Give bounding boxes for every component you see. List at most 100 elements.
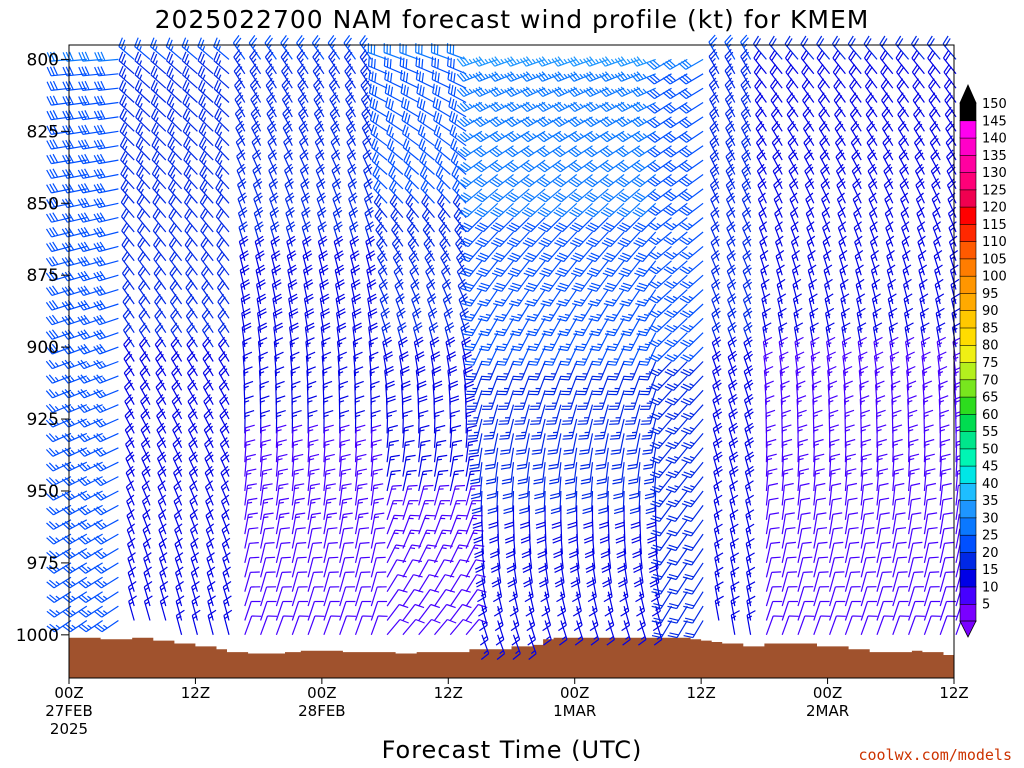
- x-tick-label: 12Z: [939, 684, 968, 702]
- wind-barb: [354, 512, 369, 535]
- wind-barb: [499, 418, 515, 440]
- wind-barb: [482, 404, 499, 425]
- wind-barb: [939, 497, 953, 520]
- wind-barb: [157, 494, 167, 521]
- wind-barb: [168, 193, 183, 218]
- wind-barb: [93, 605, 119, 618]
- wind-barb: [204, 451, 214, 477]
- wind-barb: [307, 586, 324, 607]
- wind-barb: [124, 422, 135, 449]
- wind-barb: [561, 404, 578, 425]
- wind-barb: [860, 600, 877, 621]
- wind-barb: [829, 497, 842, 520]
- colorbar-label: 35: [982, 494, 999, 509]
- wind-barb: [77, 403, 103, 414]
- colorbar-label: 95: [982, 287, 999, 302]
- wind-barb: [206, 537, 215, 564]
- wind-barb: [679, 274, 704, 289]
- wind-barb: [77, 168, 103, 179]
- colorbar-swatch: [959, 344, 977, 363]
- wind-barb: [544, 375, 562, 396]
- wind-barb: [168, 222, 183, 247]
- wind-barb: [370, 600, 388, 621]
- wind-barb: [182, 108, 198, 132]
- wind-barb: [153, 251, 167, 276]
- wind-barb: [126, 494, 135, 521]
- wind-barb: [923, 527, 938, 549]
- wind-barb: [908, 615, 925, 636]
- wind-barb: [797, 571, 813, 592]
- wind-barb: [168, 236, 183, 262]
- wind-barb: [908, 586, 924, 607]
- wind-barb: [908, 512, 922, 535]
- wind-barb: [124, 394, 135, 420]
- wind-barb: [214, 151, 230, 175]
- wind-barb: [813, 541, 828, 564]
- wind-barb: [46, 562, 72, 574]
- colorbar-label: 120: [982, 201, 1007, 216]
- wind-barb: [175, 581, 184, 607]
- colorbar-swatch: [959, 275, 977, 294]
- wind-barb: [244, 410, 255, 434]
- wind-barb: [844, 541, 860, 564]
- wind-barb: [449, 484, 466, 506]
- wind-barb: [418, 454, 432, 477]
- wind-barb: [46, 197, 72, 209]
- wind-barb: [829, 527, 843, 549]
- wind-barb: [908, 541, 923, 564]
- wind-barb: [175, 566, 184, 592]
- colorbar-swatch: [959, 154, 977, 173]
- wind-barb: [497, 390, 515, 410]
- wind-barb: [135, 137, 151, 161]
- wind-barb: [781, 586, 798, 607]
- wind-barb: [191, 609, 201, 635]
- wind-barb: [892, 571, 908, 592]
- wind-barb: [197, 65, 214, 89]
- wind-barb: [892, 615, 910, 636]
- wind-barb: [291, 556, 307, 578]
- wind-barb: [678, 58, 704, 70]
- wind-barb: [222, 552, 231, 578]
- wind-barb: [560, 375, 578, 396]
- wind-barb: [678, 174, 704, 187]
- wind-barb: [813, 571, 829, 592]
- wind-barb: [844, 512, 859, 535]
- wind-barb: [307, 600, 324, 621]
- wind-barb: [730, 610, 740, 635]
- wind-barb: [291, 600, 309, 621]
- wind-barb: [307, 542, 323, 564]
- wind-barb: [923, 497, 937, 520]
- wind-barb: [244, 483, 257, 506]
- wind-barb: [166, 65, 183, 89]
- wind-barb: [242, 351, 253, 376]
- wind-barb: [61, 374, 88, 384]
- wind-barb: [481, 375, 499, 396]
- wind-barb: [185, 279, 198, 305]
- wind-barb: [174, 537, 183, 564]
- wind-barb: [93, 110, 119, 121]
- wind-barb: [153, 236, 167, 262]
- wind-barb: [678, 145, 704, 158]
- wind-barb: [260, 424, 271, 448]
- wind-barb: [354, 542, 370, 564]
- chart-title: 2025022700 NAM forecast wind profile (kt…: [155, 5, 870, 34]
- wind-barb: [275, 542, 291, 564]
- wind-barb: [607, 375, 625, 396]
- colorbar-swatch: [959, 189, 977, 208]
- wind-barb: [93, 183, 119, 194]
- wind-barb: [244, 468, 257, 492]
- wind-barb: [797, 600, 814, 621]
- wind-barb: [93, 241, 119, 253]
- wind-barb: [813, 600, 830, 621]
- wind-barb: [339, 542, 354, 564]
- colorbar-label: 140: [982, 132, 1007, 147]
- wind-barb: [260, 527, 275, 549]
- wind-barb: [402, 500, 419, 520]
- credit-link[interactable]: coolwx.com/models: [858, 746, 1012, 764]
- wind-barb: [876, 482, 889, 506]
- wind-barb: [189, 523, 199, 549]
- wind-barb: [156, 437, 167, 463]
- wind-barb: [236, 163, 246, 190]
- wind-barb: [141, 494, 151, 521]
- wind-barb: [61, 168, 87, 179]
